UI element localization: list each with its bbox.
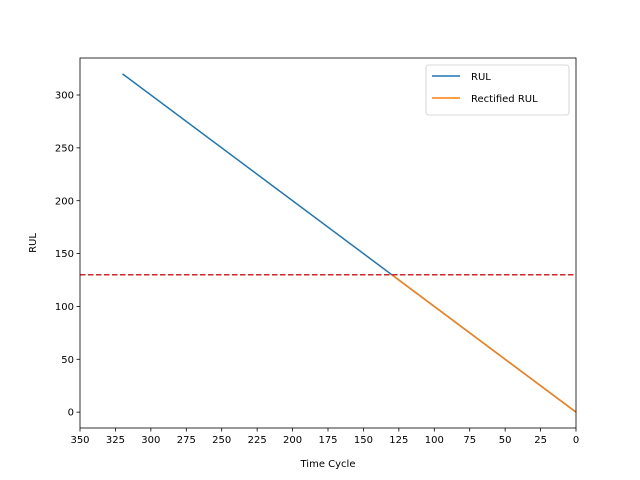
- y-tick-label: 50: [61, 355, 74, 366]
- series-line-1: [391, 274, 577, 413]
- y-tick-label: 150: [55, 249, 74, 260]
- legend-label: RUL: [471, 72, 491, 83]
- y-tick-label: 0: [68, 408, 74, 419]
- series-layer: [122, 73, 577, 413]
- legend-box: [425, 64, 570, 116]
- x-tick-label: 75: [463, 435, 476, 446]
- legend-label: Rectified RUL: [471, 94, 538, 105]
- x-tick-label: 300: [141, 435, 160, 446]
- x-axis-title: Time Cycle: [300, 459, 356, 470]
- x-axis: 350 325 300 275 250 225 200 175 150 125 100 75 50 25 0: [70, 428, 579, 446]
- x-tick-label: 100: [425, 435, 444, 446]
- x-tick-label: 50: [499, 435, 512, 446]
- y-axis-title: RUL: [28, 233, 39, 253]
- x-tick-label: 175: [318, 435, 337, 446]
- x-tick-label: 125: [389, 435, 408, 446]
- y-tick-label: 250: [55, 143, 74, 154]
- x-tick-label: 250: [212, 435, 231, 446]
- y-axis: 0 50 100 150 200 250 300: [55, 91, 80, 419]
- x-tick-label: 350: [70, 435, 89, 446]
- x-tick-label: 275: [177, 435, 196, 446]
- plot-area: [80, 58, 576, 428]
- y-tick-label: 100: [55, 302, 74, 313]
- x-tick-label: 225: [248, 435, 267, 446]
- y-tick-label: 300: [55, 91, 74, 102]
- x-tick-label: 25: [534, 435, 547, 446]
- x-tick-label: 325: [106, 435, 125, 446]
- y-tick-label: 200: [55, 196, 74, 207]
- legend: RUL Rectified RUL: [425, 64, 570, 116]
- x-tick-label: 200: [283, 435, 302, 446]
- x-tick-label: 0: [573, 435, 579, 446]
- x-tick-label: 150: [354, 435, 373, 446]
